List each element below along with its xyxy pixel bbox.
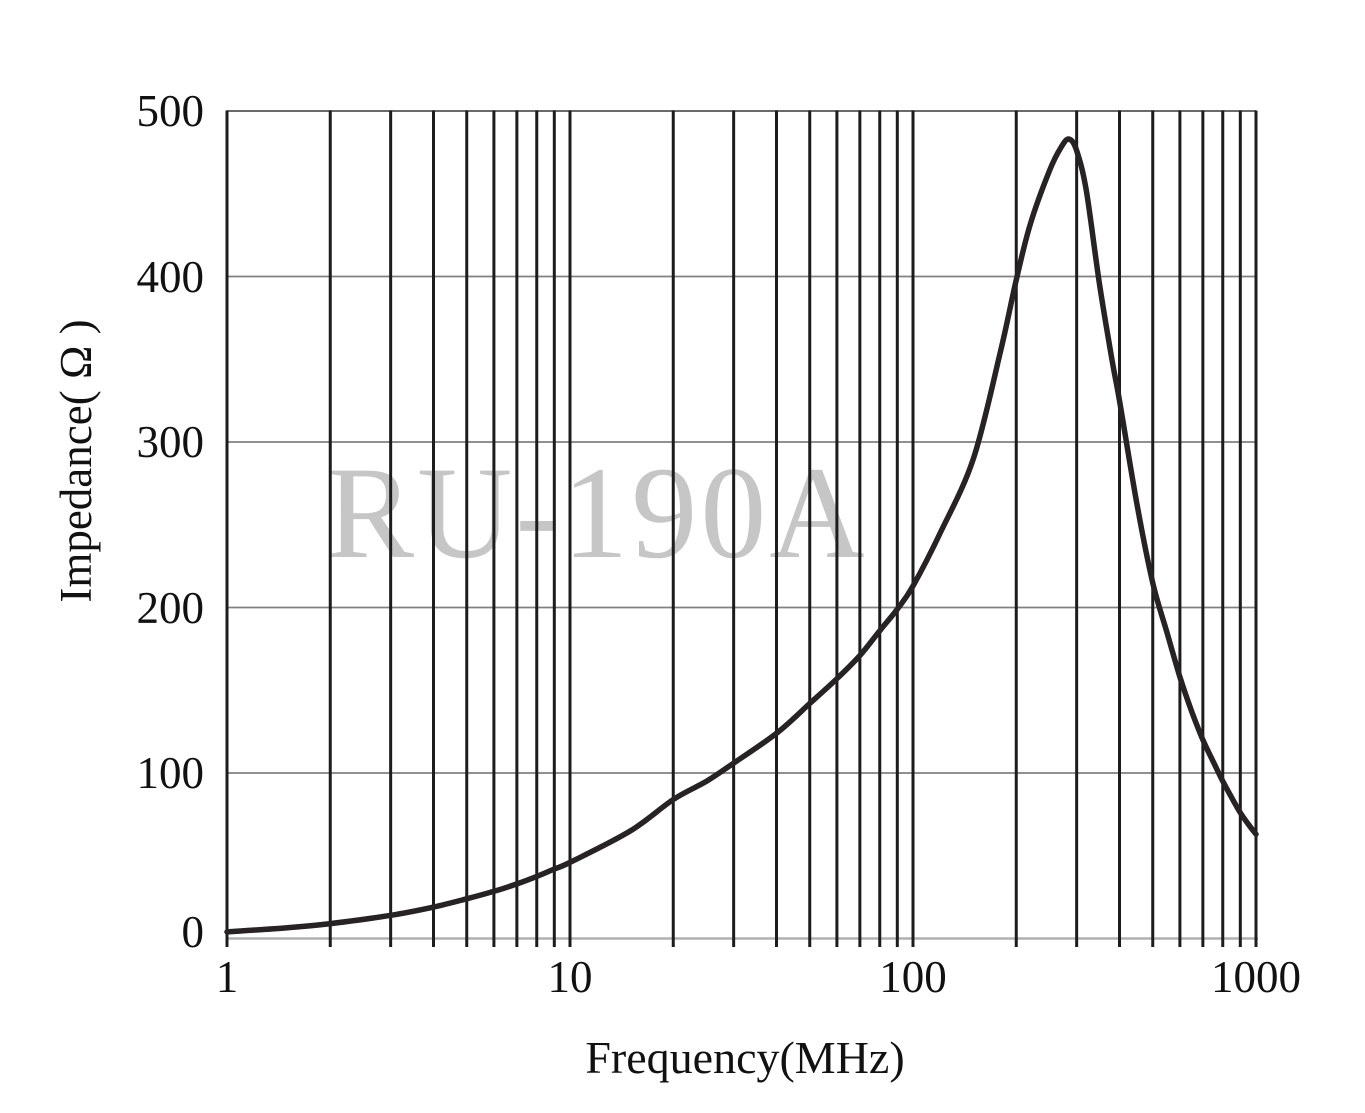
y-tick-label-200: 200 [136, 583, 205, 633]
y-tick-label-400: 400 [136, 252, 205, 302]
y-tick-label-100: 100 [136, 748, 205, 798]
x-tick-label-10: 10 [547, 952, 593, 1002]
y-tick-label-300: 300 [136, 417, 205, 467]
y-tick-label-500: 500 [136, 86, 205, 136]
watermark-part-number: RU-190A [326, 439, 868, 586]
impedance-curve [224, 136, 1259, 935]
x-axis-title: Frequency(MHz) [585, 1032, 905, 1083]
y-axis-title: Impedance( Ω ) [51, 319, 101, 603]
x-tick-label-1: 1 [215, 952, 239, 1002]
y-tick-label-0: 0 [181, 907, 205, 957]
x-tick-label-100: 100 [879, 952, 947, 1002]
x-tick-label-1000: 1000 [1211, 952, 1301, 1002]
